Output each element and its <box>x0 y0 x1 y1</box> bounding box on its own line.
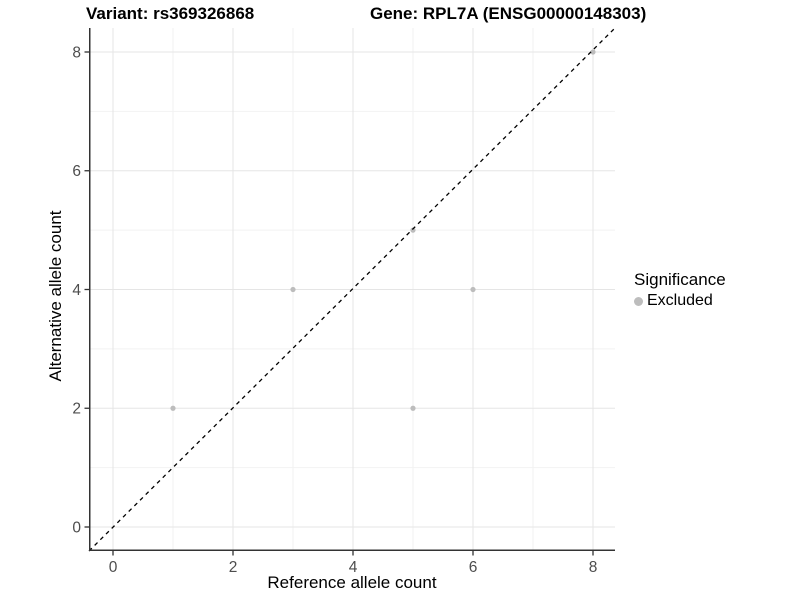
y-tick-label: 2 <box>72 401 81 418</box>
identity-reference-line <box>88 27 616 552</box>
axis-ticks <box>84 51 594 556</box>
legend-item-label: Excluded <box>647 292 713 309</box>
x-tick-label: 2 <box>229 559 238 576</box>
x-tick-label: 0 <box>109 559 118 576</box>
plot-title-variant: Variant: rs369326868 <box>86 4 255 23</box>
data-point <box>170 405 176 411</box>
y-tick-label: 6 <box>72 163 81 180</box>
y-tick-label: 0 <box>72 519 81 536</box>
data-point <box>590 49 596 55</box>
y-axis-title: Alternative allele count <box>46 210 65 382</box>
x-tick-label: 8 <box>589 559 598 576</box>
x-axis-title: Reference allele count <box>267 573 437 592</box>
data-point <box>290 286 296 293</box>
plot-title-gene: Gene: RPL7A (ENSG00000148303) <box>370 4 647 23</box>
major-gridlines <box>89 28 615 551</box>
legend-title: Significance <box>634 270 726 289</box>
legend: Significance Excluded <box>634 270 726 310</box>
x-tick-label: 6 <box>469 559 478 576</box>
data-point <box>470 286 476 293</box>
plot-panel: 0 2 4 6 8 0 2 4 6 8 <box>72 27 616 576</box>
tick-labels: 0 2 4 6 8 0 2 4 6 8 <box>72 44 597 576</box>
data-point <box>410 227 416 233</box>
x-tick-label: 4 <box>349 559 358 576</box>
legend-item: Excluded <box>634 292 726 310</box>
y-tick-label: 4 <box>72 282 81 299</box>
y-tick-label: 8 <box>72 44 81 61</box>
axis-lines <box>89 28 615 551</box>
plot-panel-svg: 0 2 4 6 8 0 2 4 6 8 <box>72 27 616 576</box>
data-point <box>410 405 416 411</box>
data-points <box>170 49 596 411</box>
legend-key-dot <box>634 296 643 306</box>
